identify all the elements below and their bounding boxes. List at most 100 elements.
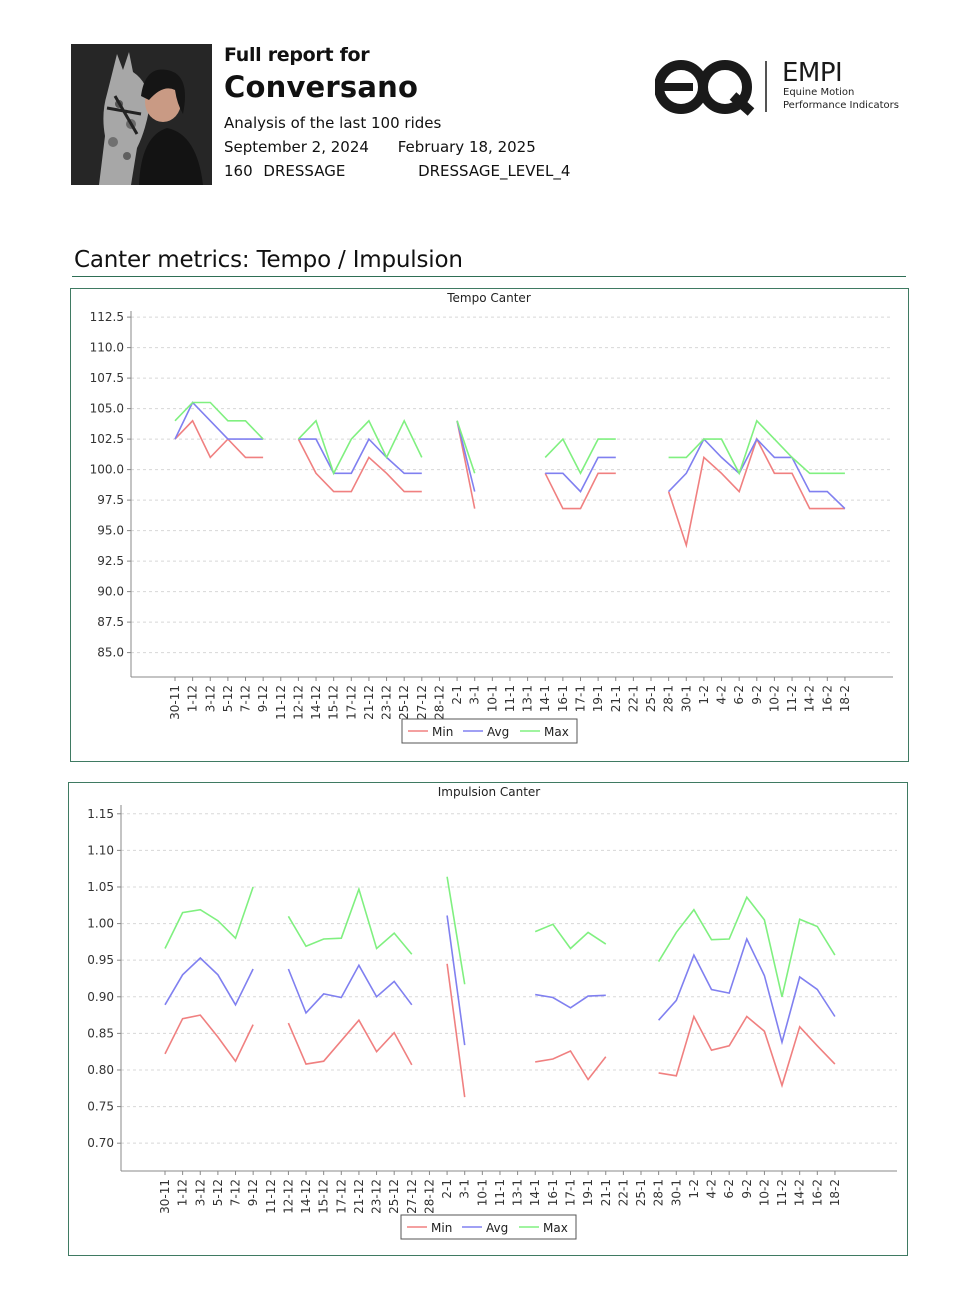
x-tick-label: 1-12 — [186, 685, 200, 712]
horse-rider-photo — [71, 44, 212, 185]
x-tick-label: 3-12 — [193, 1179, 207, 1206]
photo-illustration — [71, 44, 212, 185]
y-tick-label: 97.5 — [97, 493, 124, 507]
logo-brand: EMPI — [782, 58, 843, 88]
x-tick-label: 21-1 — [599, 1179, 613, 1206]
x-tick-label: 16-2 — [810, 1179, 824, 1206]
x-tick-label: 14-1 — [538, 685, 552, 712]
x-tick-label: 12-12 — [291, 685, 305, 720]
x-tick-label: 11-2 — [785, 685, 799, 712]
x-tick-label: 7-12 — [229, 1179, 243, 1206]
x-tick-label: 10-2 — [767, 685, 781, 712]
x-tick-label: 5-12 — [211, 1179, 225, 1206]
y-tick-label: 87.5 — [97, 615, 124, 629]
level: DRESSAGE_LEVEL_4 — [418, 162, 571, 180]
series-line-avg — [174, 401, 264, 440]
x-tick-label: 16-1 — [546, 1179, 560, 1206]
x-tick-label: 1-12 — [176, 1179, 190, 1206]
x-tick-label: 14-12 — [309, 685, 323, 720]
y-tick-label: 110.0 — [90, 341, 124, 355]
x-tick-label: 17-12 — [334, 1179, 348, 1214]
y-tick-label: 112.5 — [90, 310, 124, 324]
x-tick-label: 9-12 — [246, 1179, 260, 1206]
x-tick-label: 4-2 — [705, 1179, 719, 1199]
y-tick-label: 105.0 — [90, 402, 124, 416]
x-tick-label: 12-12 — [281, 1179, 295, 1214]
chart-title: Tempo Canter — [446, 291, 531, 305]
x-tick-label: 23-12 — [380, 685, 394, 720]
legend-label-min: Min — [432, 725, 453, 739]
section-title: Canter metrics: Tempo / Impulsion — [74, 247, 463, 273]
y-tick-label: 0.90 — [87, 990, 114, 1004]
report-header: Full report for Conversano Analysis of t… — [224, 44, 570, 180]
x-tick-label: 14-2 — [803, 685, 817, 712]
y-tick-label: 0.75 — [87, 1100, 114, 1114]
x-tick-label: 3-1 — [468, 685, 482, 705]
x-tick-label: 21-1 — [609, 685, 623, 712]
ride-count: 160 — [224, 162, 253, 180]
x-tick-label: 19-1 — [591, 685, 605, 712]
y-tick-label: 107.5 — [90, 371, 124, 385]
x-tick-label: 18-2 — [828, 1179, 842, 1206]
series-line-max — [534, 923, 607, 950]
series-line-avg — [456, 420, 476, 492]
chart-title: Impulsion Canter — [438, 785, 541, 799]
x-tick-label: 30-11 — [168, 685, 182, 720]
x-tick-label: 11-1 — [493, 1179, 507, 1206]
y-tick-label: 1.15 — [87, 807, 114, 821]
series-line-max — [456, 420, 476, 474]
x-tick-label: 30-11 — [158, 1179, 172, 1214]
series-line-min — [535, 1049, 607, 1081]
x-tick-label: 5-12 — [221, 685, 235, 712]
x-tick-label: 10-1 — [485, 685, 499, 712]
x-tick-label: 17-1 — [563, 1179, 577, 1206]
y-tick-label: 85.0 — [97, 646, 124, 660]
x-tick-label: 10-2 — [757, 1179, 771, 1206]
x-tick-label: 9-2 — [750, 685, 764, 705]
x-tick-label: 23-12 — [370, 1179, 384, 1214]
x-tick-label: 30-1 — [679, 685, 693, 712]
x-tick-label: 3-1 — [458, 1179, 472, 1199]
section-divider — [72, 276, 906, 277]
legend-box — [401, 718, 578, 744]
empi-logo: EMPI Equine Motion Performance Indicator… — [654, 58, 915, 118]
horse-name: Conversano — [224, 70, 419, 104]
x-tick-label: 19-1 — [581, 1179, 595, 1206]
logo-tagline-2: Performance Indicators — [783, 100, 899, 111]
series-line-min — [658, 1014, 836, 1089]
date-to: February 18, 2025 — [397, 138, 536, 156]
series-line-max — [446, 876, 466, 985]
x-tick-label: 3-12 — [203, 685, 217, 712]
series-line-avg — [164, 956, 254, 1007]
x-tick-label: 11-12 — [264, 1179, 278, 1214]
x-tick-label: 22-1 — [626, 685, 640, 712]
chart-legend: Min Avg Max — [400, 1214, 577, 1240]
tempo-canter-chart: Tempo Canter 112.5 110.0 107.5 105.0 102.5 100… — [90, 291, 893, 744]
x-tick-label: 28-1 — [662, 685, 676, 712]
x-tick-label: 25-12 — [387, 1179, 401, 1214]
y-tick-label: 1.05 — [87, 880, 114, 894]
x-tick-label: 17-1 — [573, 685, 587, 712]
x-tick-label: 14-1 — [528, 1179, 542, 1206]
series-line-avg — [446, 915, 466, 1046]
x-tick-label: 16-1 — [556, 685, 570, 712]
x-tick-label: 10-1 — [475, 1179, 489, 1206]
analysis-subtitle: Analysis of the last 100 rides — [224, 114, 442, 132]
x-tick-label: 28-1 — [652, 1179, 666, 1206]
x-tick-label: 1-2 — [687, 1179, 701, 1199]
tempo-chart-panel: Tempo Canter 112.5 110.0 107.5 105.0 102.5 100… — [70, 288, 909, 762]
x-tick-label: 28-12 — [422, 1179, 436, 1214]
series-line-min — [297, 438, 422, 493]
y-tick-label: 0.70 — [87, 1136, 114, 1150]
discipline-line: 160 DRESSAGE DRESSAGE_LEVEL_4 — [224, 162, 570, 180]
series-line-avg — [298, 437, 422, 475]
x-tick-label: 16-2 — [820, 685, 834, 712]
y-tick-label: 95.0 — [97, 524, 124, 538]
eq-logo-mark — [654, 60, 767, 116]
x-tick-label: 14-2 — [793, 1179, 807, 1206]
series-line-max — [164, 886, 254, 949]
report-title-prefix: Full report for — [224, 44, 370, 66]
y-tick-label: 0.80 — [87, 1063, 114, 1077]
x-tick-label: 13-1 — [511, 1179, 525, 1206]
legend-label-max: Max — [543, 1221, 568, 1235]
